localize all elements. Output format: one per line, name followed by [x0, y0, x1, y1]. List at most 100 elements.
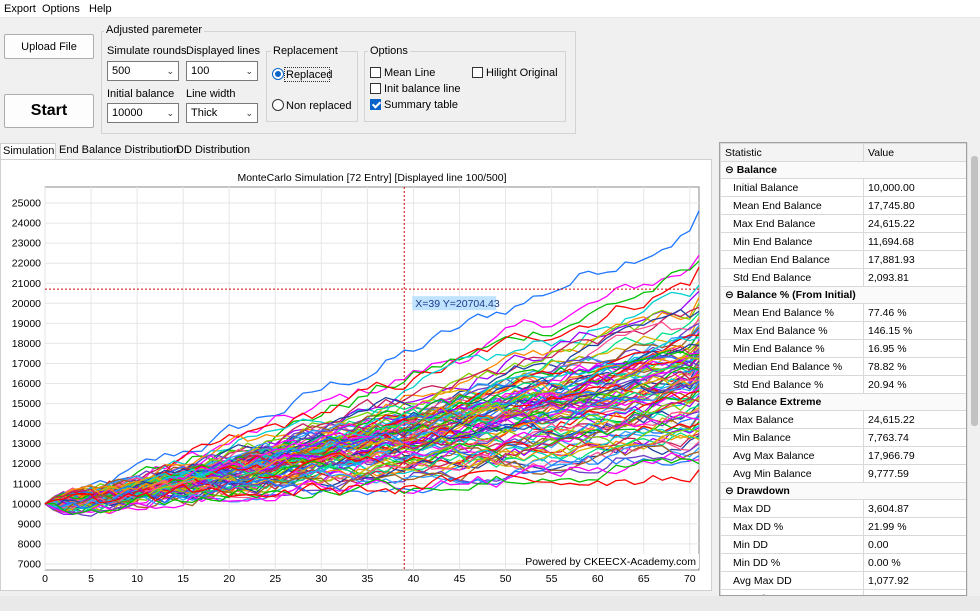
group-title[interactable]: ⊖ Balance	[720, 161, 966, 179]
start-button[interactable]: Start	[4, 94, 94, 128]
statistic-name: Min End Balance %	[720, 339, 864, 358]
simulation-series-line[interactable]	[44, 439, 700, 510]
statistic-value: 2,093.81	[863, 268, 966, 287]
table-row[interactable]: Max DD % 21.99 %	[720, 517, 966, 536]
summary-scrollbar[interactable]	[967, 142, 980, 596]
table-row[interactable]: Max Balance 24,615.22	[720, 410, 966, 429]
statistic-value: 24,615.22	[863, 214, 966, 233]
simulate-rounds-label: Simulate rounds	[107, 45, 187, 57]
simulation-series-line[interactable]	[44, 395, 700, 505]
simulation-series-line[interactable]	[44, 409, 700, 505]
tab-end-balance-distribution[interactable]: End Balance Distribution	[59, 144, 180, 156]
statistic-header[interactable]: Statistic	[720, 143, 864, 162]
statistic-name: Std End Balance %	[720, 375, 864, 394]
replaced-radio[interactable]	[272, 68, 284, 80]
table-row[interactable]: Initial Balance 10,000.00	[720, 178, 966, 197]
table-group-row[interactable]: ⊖ Drawdown	[720, 482, 966, 500]
statistic-name: Min DD	[720, 535, 864, 554]
hilight-original-checkbox[interactable]	[472, 67, 483, 78]
mean-line-label[interactable]: Mean Line	[384, 67, 436, 79]
simulation-series-line[interactable]	[44, 427, 700, 509]
menu-help[interactable]: Help	[89, 3, 112, 15]
table-row[interactable]: Std End Balance 2,093.81	[720, 268, 966, 287]
simulation-series-line[interactable]	[44, 432, 700, 511]
table-row[interactable]: Avg Min Balance 9,777.59	[720, 464, 966, 483]
simulation-series-line[interactable]	[44, 452, 700, 515]
statistic-value: 17,745.80	[863, 196, 966, 215]
simulation-series-line[interactable]	[44, 469, 700, 505]
line-width-select[interactable]: Thick ⌄	[186, 103, 258, 123]
y-tick-label: 7000	[18, 558, 42, 570]
displayed-lines-select[interactable]: 100 ⌄	[186, 61, 258, 81]
statistic-name: Min End Balance	[720, 232, 864, 251]
options-title: Options	[368, 45, 410, 57]
statistic-name: Mean End Balance %	[720, 303, 864, 322]
menu-export[interactable]: Export	[4, 3, 36, 15]
value-header[interactable]: Value	[863, 143, 966, 162]
simulation-series-line[interactable]	[44, 445, 700, 513]
table-row[interactable]: Avg Max Balance 17,966.79	[720, 446, 966, 465]
summary-table-label[interactable]: Summary table	[384, 99, 458, 111]
simulate-rounds-select[interactable]: 500 ⌄	[107, 61, 179, 81]
replaced-label[interactable]: Replaced	[286, 69, 333, 81]
table-row[interactable]: Std End Balance % 20.94 %	[720, 375, 966, 394]
simulation-series-line[interactable]	[44, 260, 700, 507]
simulation-series-line[interactable]	[44, 455, 700, 511]
statistic-value: 10,000.00	[863, 178, 966, 197]
focus-outline	[284, 67, 330, 82]
y-tick-label: 15000	[12, 398, 41, 410]
x-tick-label: 40	[408, 573, 420, 585]
plot-area	[44, 186, 700, 571]
x-tick-label: 15	[177, 573, 189, 585]
x-tick-label: 65	[638, 573, 650, 585]
menu-bar: Export Options Help	[0, 0, 980, 18]
table-row[interactable]: Max End Balance % 146.15 %	[720, 321, 966, 340]
y-tick-label: 9000	[18, 518, 42, 530]
simulation-series-line[interactable]	[44, 433, 700, 514]
table-row[interactable]: Min End Balance 11,694.68	[720, 232, 966, 251]
group-title[interactable]: ⊖ Balance Extreme	[720, 393, 966, 411]
y-tick-label: 21000	[12, 278, 41, 290]
non-replaced-label[interactable]: Non replaced	[286, 100, 352, 112]
x-tick-label: 35	[362, 573, 374, 585]
table-row[interactable]: Max DD 3,604.87	[720, 499, 966, 518]
y-tick-label: 17000	[12, 358, 41, 370]
table-row[interactable]: Median End Balance 17,881.93	[720, 250, 966, 269]
non-replaced-radio[interactable]	[272, 99, 284, 111]
initial-balance-select[interactable]: 10000 ⌄	[107, 103, 179, 123]
table-group-row[interactable]: ⊖ Balance % (From Initial)	[720, 286, 966, 304]
simulate-rounds-value: 500	[112, 65, 131, 77]
init-balance-line-checkbox[interactable]	[370, 83, 381, 94]
y-tick-label: 25000	[12, 198, 41, 210]
table-row[interactable]: Max End Balance 24,615.22	[720, 214, 966, 233]
table-group-row[interactable]: ⊖ Balance Extreme	[720, 393, 966, 411]
simulation-series-line[interactable]	[44, 210, 700, 505]
table-row[interactable]: Min End Balance % 16.95 %	[720, 339, 966, 358]
table-row[interactable]: Median End Balance % 78.82 %	[720, 357, 966, 376]
hilight-original-label[interactable]: Hilight Original	[486, 67, 558, 79]
simulation-series-line[interactable]	[44, 407, 700, 505]
table-row[interactable]: Min DD % 0.00 %	[720, 553, 966, 572]
group-title[interactable]: ⊖ Balance % (From Initial)	[720, 286, 966, 304]
tab-simulation[interactable]: Simulation	[0, 143, 56, 159]
x-tick-label: 0	[42, 573, 48, 585]
table-row[interactable]: Avg Max DD 1,077.92	[720, 571, 966, 590]
statistic-value: 0.00 %	[863, 553, 966, 572]
menu-options[interactable]: Options	[42, 3, 80, 15]
table-group-row[interactable]: ⊖ Balance	[720, 161, 966, 179]
group-title[interactable]: ⊖ Drawdown	[720, 482, 966, 500]
table-row[interactable]: Min DD 0.00	[720, 535, 966, 554]
tab-dd-distribution[interactable]: DD Distribution	[176, 144, 250, 156]
line-width-label: Line width	[186, 88, 236, 100]
x-tick-label: 55	[546, 573, 558, 585]
simulation-chart[interactable]: MonteCarlo Simulation [72 Entry] [Displa…	[1, 160, 711, 590]
table-row[interactable]: Avg Min DD20,000,000,000,000,001	[720, 589, 966, 595]
summary-table-checkbox[interactable]	[370, 99, 381, 110]
scrollbar-thumb[interactable]	[971, 156, 978, 426]
mean-line-checkbox[interactable]	[370, 67, 381, 78]
table-row[interactable]: Min Balance 7,763.74	[720, 428, 966, 447]
upload-file-button[interactable]: Upload File	[4, 34, 94, 59]
table-row[interactable]: Mean End Balance 17,745.80	[720, 196, 966, 215]
table-row[interactable]: Mean End Balance % 77.46 %	[720, 303, 966, 322]
init-balance-line-label[interactable]: Init balance line	[384, 83, 461, 95]
